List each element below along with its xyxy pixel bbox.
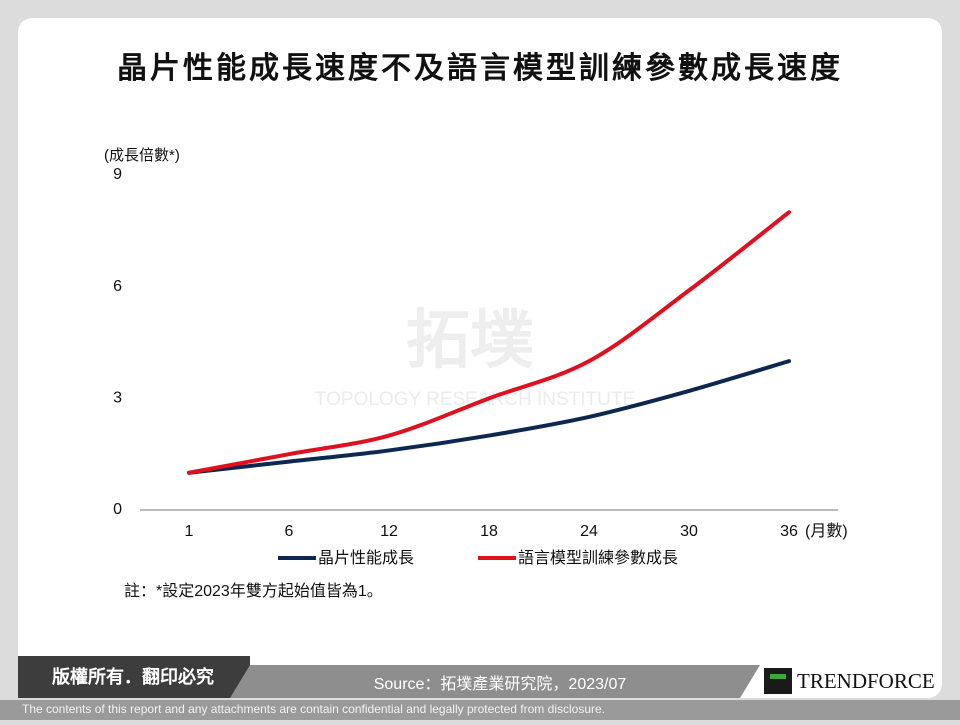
legend-label: 晶片性能成長 <box>318 549 414 567</box>
disclaimer: The contents of this report and any atta… <box>22 702 605 716</box>
logo: TRENDFORCE <box>797 669 935 693</box>
note: 註：*設定2023年雙方起始值皆為1。 <box>124 582 383 600</box>
chart-title: 晶片性能成長速度不及語言模型訓練參數成長速度 <box>117 51 843 85</box>
x-tick-label: 18 <box>480 523 498 540</box>
x-tick-label: 24 <box>580 523 598 540</box>
card <box>18 18 942 698</box>
footer: 版權所有．翻印必究 Source：拓墣產業研究院，2023/07 TRENDFO… <box>0 656 960 720</box>
series-line <box>187 210 791 475</box>
x-axis-label: (月數) <box>805 522 848 540</box>
x-tick-label: 1 <box>185 523 194 540</box>
legend-label: 語言模型訓練參數成長 <box>518 549 678 567</box>
x-tick-label: 30 <box>680 523 698 540</box>
y-tick-label: 0 <box>113 501 122 518</box>
watermark: 拓墣 <box>406 304 534 376</box>
y-tick-label: 3 <box>113 390 122 407</box>
watermark-subtitle: TOPOLOGY RESEARCH INSTITUTE <box>315 389 635 410</box>
copyright: 版權所有．翻印必究 <box>52 666 214 687</box>
logo-mark-stripe <box>770 674 786 679</box>
y-tick-label: 9 <box>113 166 122 183</box>
x-tick-label: 12 <box>380 523 398 540</box>
y-tick-label: 6 <box>113 278 122 295</box>
disclaimer-band <box>0 700 960 720</box>
copyright-band <box>18 656 250 698</box>
x-tick-label: 36 <box>780 523 798 540</box>
source: Source：拓墣產業研究院，2023/07 <box>374 675 627 693</box>
series-line <box>187 359 791 475</box>
logo-mark <box>764 668 792 694</box>
source-band <box>230 665 760 698</box>
y-axis-label: (成長倍數*) <box>104 147 180 164</box>
x-tick-label: 6 <box>285 523 294 540</box>
